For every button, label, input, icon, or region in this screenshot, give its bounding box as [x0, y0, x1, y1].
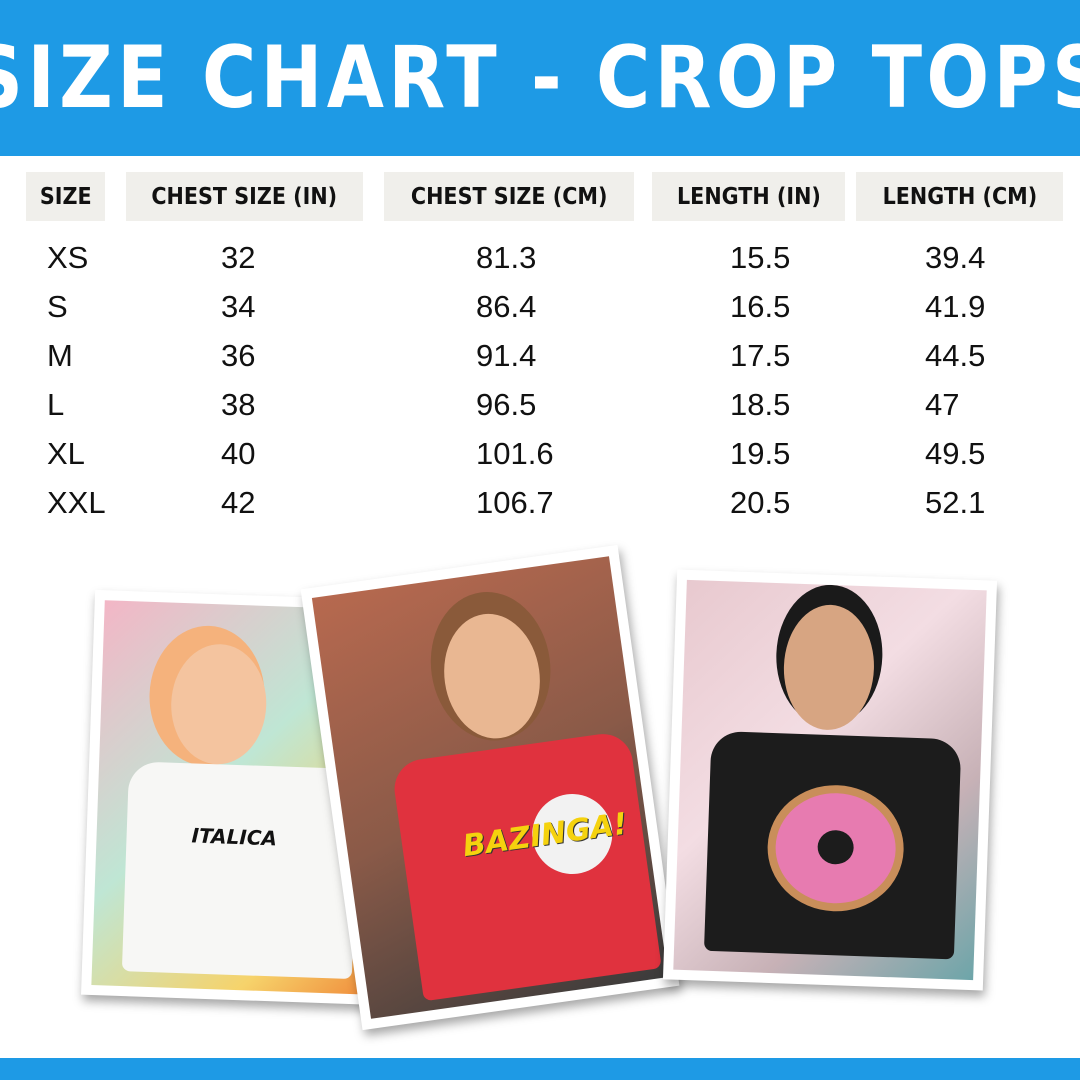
- header-size: SIZE: [26, 172, 105, 221]
- cell-size: XS: [47, 240, 89, 275]
- header-chest-cm: CHEST SIZE (CM): [384, 172, 634, 221]
- header-length-in: LENGTH (IN): [652, 172, 845, 221]
- cell-size: XXL: [47, 485, 106, 520]
- cell-length-in: 20.5: [730, 485, 791, 520]
- cell-length-in: 17.5: [730, 338, 791, 373]
- cell-length-cm: 47: [925, 387, 960, 422]
- cell-length-cm: 52.1: [925, 485, 986, 520]
- cell-chest-cm: 106.7: [476, 485, 554, 520]
- cell-length-cm: 44.5: [925, 338, 986, 373]
- cell-chest-in: 42: [221, 485, 256, 520]
- cell-chest-cm: 91.4: [476, 338, 537, 373]
- cell-chest-in: 34: [221, 289, 256, 324]
- cell-size: XL: [47, 436, 85, 471]
- cell-size: S: [47, 289, 68, 324]
- cell-chest-cm: 101.6: [476, 436, 554, 471]
- header-chest-in: CHEST SIZE (IN): [126, 172, 363, 221]
- page-title: SIZE CHART - CROP TOPS: [0, 28, 1080, 128]
- cell-chest-in: 36: [221, 338, 256, 373]
- cell-chest-cm: 86.4: [476, 289, 537, 324]
- cell-length-in: 19.5: [730, 436, 791, 471]
- footer-bar: [0, 1058, 1080, 1080]
- cell-length-cm: 39.4: [925, 240, 986, 275]
- cell-size: L: [47, 387, 65, 422]
- shirt-print-text: ITALICA: [191, 823, 278, 851]
- cell-chest-cm: 96.5: [476, 387, 537, 422]
- header-banner: SIZE CHART - CROP TOPS: [0, 0, 1080, 156]
- cell-length-in: 15.5: [730, 240, 791, 275]
- cell-chest-in: 38: [221, 387, 256, 422]
- header-length-cm: LENGTH (CM): [856, 172, 1063, 221]
- cell-length-cm: 49.5: [925, 436, 986, 471]
- cell-length-cm: 41.9: [925, 289, 986, 324]
- cell-chest-cm: 81.3: [476, 240, 537, 275]
- cell-chest-in: 32: [221, 240, 256, 275]
- cell-length-in: 18.5: [730, 387, 791, 422]
- photo-red-crop-top: BAZINGA!: [300, 544, 680, 1031]
- cell-length-in: 16.5: [730, 289, 791, 324]
- cell-size: M: [47, 338, 73, 373]
- cell-chest-in: 40: [221, 436, 256, 471]
- photo-black-crop-top: [662, 569, 998, 991]
